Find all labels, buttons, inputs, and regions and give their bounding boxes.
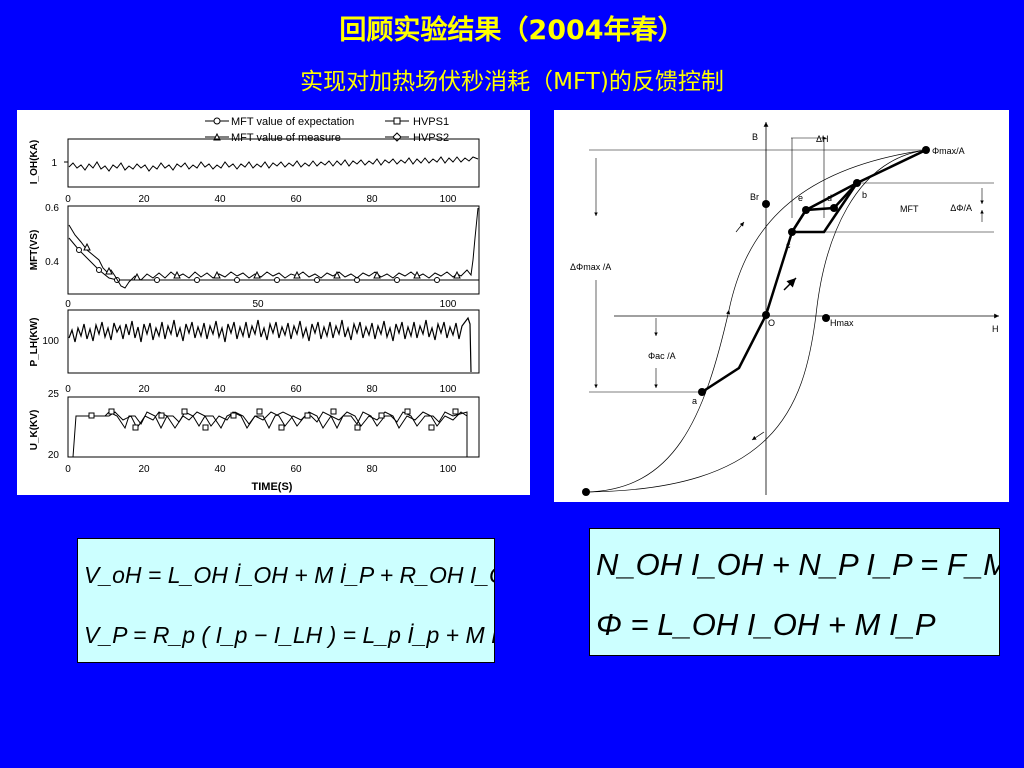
time-traces-plot: MFT value of expectation MFT value of me…	[29, 116, 480, 493]
svg-text:1: 1	[51, 158, 57, 169]
svg-text:MFT: MFT	[900, 204, 919, 214]
svg-text:60: 60	[290, 194, 302, 205]
ylabel-ioh: I_OH(KA)	[29, 140, 40, 184]
svg-text:0: 0	[65, 384, 71, 395]
svg-text:20: 20	[138, 194, 150, 205]
svg-text:b: b	[862, 190, 867, 200]
panel-ioh: 1 I_OH(KA)	[29, 138, 480, 188]
panel-plh: 100 P_LH(KW)	[29, 309, 480, 374]
svg-text:20: 20	[138, 384, 150, 395]
svg-text:80: 80	[366, 464, 378, 475]
svg-text:40: 40	[214, 384, 226, 395]
svg-text:20: 20	[48, 450, 60, 461]
svg-text:c: c	[786, 240, 791, 250]
ylabel-uk: U_K(KV)	[29, 410, 40, 451]
svg-text:50: 50	[252, 299, 264, 310]
uk-hvps1	[69, 411, 468, 458]
flux-equations-render: N_OH I_OH + N_P I_P = F_M = HL Φ = L_OH …	[596, 547, 1024, 642]
svg-text:100: 100	[440, 299, 457, 310]
svg-text:80: 80	[366, 384, 378, 395]
legend-item-hvps1: HVPS1	[413, 116, 449, 128]
mft-expectation-markers	[76, 247, 440, 283]
svg-text:0: 0	[65, 464, 71, 475]
panel-uk: 25 20 U_K(KV)	[29, 389, 480, 461]
ylabel-mft: MFT(VS)	[29, 230, 40, 271]
slide-subtitle: 实现对加热场伏秒消耗（MFT)的反馈控制	[300, 69, 724, 95]
svg-text:Φac /A: Φac /A	[648, 351, 676, 361]
svg-text:0.4: 0.4	[45, 257, 59, 268]
svg-text:d: d	[827, 193, 832, 203]
equation-vp: V_P = R_p ( I_p − I_LH ) = L_p İ_p + M İ…	[84, 622, 494, 648]
xticks-panel3: 0 20 40 60 80 100	[65, 384, 457, 395]
svg-text:40: 40	[214, 464, 226, 475]
svg-text:ΔΦ/A: ΔΦ/A	[950, 203, 972, 213]
hysteresis-labels: B ΔH Φmax/A Br e d b c MFT ΔΦ/A ΔΦmax /A…	[570, 132, 999, 406]
slide-title: 回顾实验结果（2004年春）	[339, 15, 685, 46]
legend: MFT value of expectation MFT value of me…	[205, 116, 449, 144]
xticks-panel4: 0 20 40 60 80 100	[65, 464, 457, 475]
circuit-equations-render: V_oH = L_OH İ_OH + M İ_P + R_OH I_OH V_P…	[84, 562, 540, 648]
mft-measure	[68, 207, 479, 289]
svg-text:ΔH: ΔH	[816, 134, 829, 144]
svg-text:a: a	[692, 396, 697, 406]
svg-text:0: 0	[65, 194, 71, 205]
legend-item-hvps2: HVPS2	[413, 132, 449, 144]
equation-flux: Φ = L_OH I_OH + M I_P	[596, 607, 936, 642]
circuit-equations: V_oH = L_OH İ_OH + M İ_P + R_OH I_OH V_P…	[77, 538, 540, 663]
svg-text:60: 60	[290, 464, 302, 475]
reference-lines	[589, 136, 994, 393]
uk-markers	[88, 408, 459, 431]
ioh-trace	[68, 156, 479, 172]
svg-text:Hmax: Hmax	[830, 318, 854, 328]
svg-text:Φmax/A: Φmax/A	[932, 146, 965, 156]
svg-text:80: 80	[366, 194, 378, 205]
svg-text:20: 20	[138, 464, 150, 475]
operating-path	[701, 148, 927, 394]
svg-text:H: H	[992, 324, 999, 334]
ylabel-plh: P_LH(KW)	[29, 318, 40, 367]
equation-mmf: N_OH I_OH + N_P I_P = F_M = HL	[596, 547, 999, 582]
svg-text:B: B	[752, 132, 758, 142]
xticks-panel1: 0 20 40 60 80 100	[65, 194, 457, 205]
svg-text:0.6: 0.6	[45, 203, 59, 214]
time-traces-figure: MFT value of expectation MFT value of me…	[17, 110, 530, 495]
svg-text:100: 100	[42, 336, 59, 347]
axes	[614, 122, 999, 495]
hysteresis-plot: B ΔH Φmax/A Br e d b c MFT ΔΦ/A ΔΦmax /A…	[570, 122, 999, 496]
dimension-arrows	[594, 158, 984, 388]
hysteresis-figure: B ΔH Φmax/A Br e d b c MFT ΔΦ/A ΔΦmax /A…	[554, 110, 1009, 502]
svg-text:0: 0	[65, 299, 71, 310]
path-points	[582, 146, 930, 496]
svg-text:O: O	[768, 318, 775, 328]
svg-text:60: 60	[290, 384, 302, 395]
xlabel-time: TIME(S)	[252, 481, 293, 493]
plh-trace	[68, 316, 472, 373]
equation-voh: V_oH = L_OH İ_OH + M İ_P + R_OH I_OH	[84, 562, 494, 588]
xticks-panel2: 0 50 100	[65, 299, 457, 310]
svg-text:e: e	[798, 193, 803, 203]
panel-mft: 0.6 0.4 MFT(VS)	[29, 203, 480, 295]
svg-text:Br: Br	[750, 192, 759, 202]
svg-text:100: 100	[440, 384, 457, 395]
mft-measure-markers	[83, 242, 461, 281]
svg-text:ΔΦmax /A: ΔΦmax /A	[570, 262, 611, 272]
hysteresis-loop	[585, 149, 927, 493]
legend-item-expectation: MFT value of expectation	[231, 116, 354, 128]
svg-text:100: 100	[440, 464, 457, 475]
legend-item-measure: MFT value of measure	[231, 132, 341, 144]
svg-text:40: 40	[214, 194, 226, 205]
svg-text:25: 25	[48, 389, 60, 400]
flux-equations: N_OH I_OH + N_P I_P = F_M = HL Φ = L_OH …	[589, 528, 1024, 656]
svg-text:100: 100	[440, 194, 457, 205]
